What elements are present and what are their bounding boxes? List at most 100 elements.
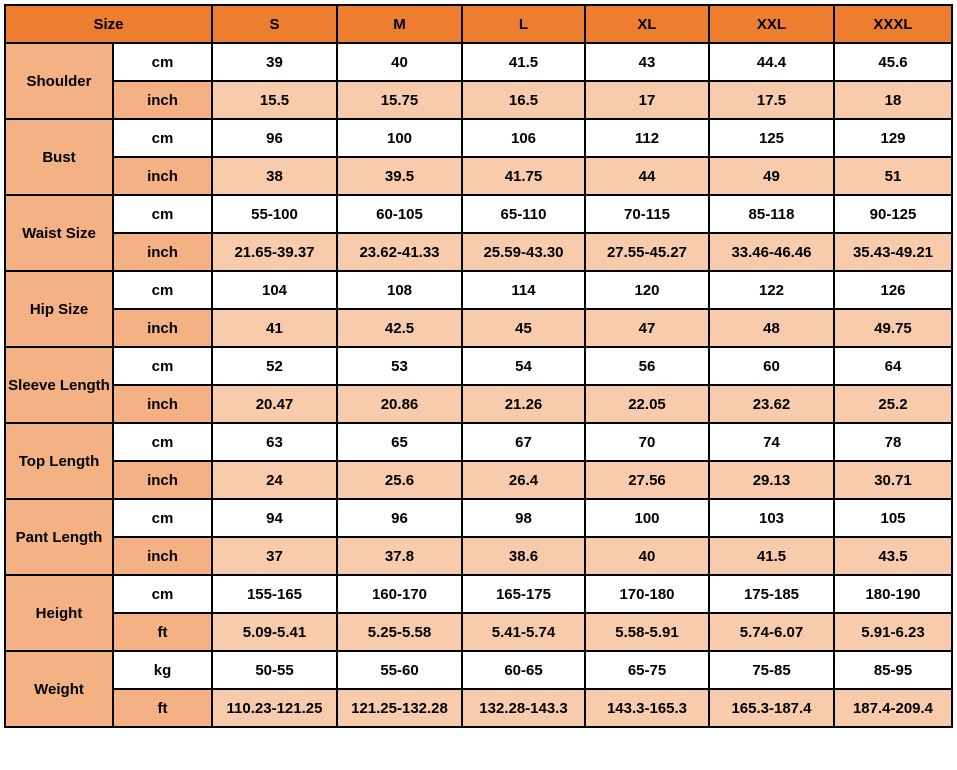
value-cell: 24 [211, 460, 338, 500]
value-cell: 26.4 [461, 460, 586, 500]
value-cell: 23.62 [708, 384, 835, 424]
value-cell: 49 [708, 156, 835, 196]
value-cell: 33.46-46.46 [708, 232, 835, 272]
value-cell: 44.4 [708, 42, 835, 82]
value-cell: 105 [833, 498, 953, 538]
table-row: inch 37 37.8 38.6 40 41.5 43.5 [5, 536, 953, 576]
table-row: Sleeve Length cm 52 53 54 56 60 64 [4, 346, 953, 424]
table-row: Shoulder cm 39 40 41.5 43 44.4 45.6 [4, 42, 953, 120]
unit-label: inch [112, 308, 213, 348]
table-row: inch 20.47 20.86 21.26 22.05 23.62 25.2 [5, 384, 953, 424]
value-cell: 45.6 [833, 42, 953, 82]
value-cell: 5.25-5.58 [336, 612, 463, 652]
value-cell: 35.43-49.21 [833, 232, 953, 272]
value-cell: 121.25-132.28 [336, 688, 463, 728]
value-cell: 41.5 [461, 42, 586, 82]
value-cell: 55-60 [336, 650, 463, 690]
value-cell: 96 [211, 118, 338, 158]
value-cell: 110.23-121.25 [211, 688, 338, 728]
value-cell: 67 [461, 422, 586, 462]
measurement-label: Weight [4, 650, 114, 728]
unit-label: ft [112, 688, 213, 728]
table-row: Waist Size cm 55-100 60-105 65-110 70-115 85-1… [4, 194, 953, 272]
table-row: Pant Length cm 94 96 98 100 103 105 [4, 498, 953, 576]
value-cell: 60-105 [336, 194, 463, 234]
unit-label: cm [112, 574, 213, 614]
value-cell: 18 [833, 80, 953, 120]
measurement-label: Top Length [4, 422, 114, 500]
value-cell: 40 [336, 42, 463, 82]
unit-label: inch [112, 384, 213, 424]
table-row: Top Length cm 63 65 67 70 74 78 [4, 422, 953, 500]
measurement-label: Hip Size [4, 270, 114, 348]
measurement-label: Shoulder [4, 42, 114, 120]
value-cell: 98 [461, 498, 586, 538]
unit-label: inch [112, 232, 213, 272]
table-row: Bust cm 96 100 106 112 125 129 [4, 118, 953, 196]
value-cell: 70 [584, 422, 710, 462]
value-cell: 5.58-5.91 [584, 612, 710, 652]
value-cell: 20.86 [336, 384, 463, 424]
value-cell: 37 [211, 536, 338, 576]
value-cell: 25.6 [336, 460, 463, 500]
value-cell: 51 [833, 156, 953, 196]
value-cell: 63 [211, 422, 338, 462]
value-cell: 27.55-45.27 [584, 232, 710, 272]
value-cell: 126 [833, 270, 953, 310]
size-header: Size [4, 4, 213, 44]
value-cell: 40 [584, 536, 710, 576]
value-cell: 39 [211, 42, 338, 82]
value-cell: 15.5 [211, 80, 338, 120]
value-cell: 25.59-43.30 [461, 232, 586, 272]
table-row: Height cm 155-165 160-170 165-175 170-180 175-… [4, 574, 953, 652]
value-cell: 55-100 [211, 194, 338, 234]
measurement-label: Sleeve Length [4, 346, 114, 424]
value-cell: 16.5 [461, 80, 586, 120]
value-cell: 29.13 [708, 460, 835, 500]
table-row: inch 15.5 15.75 16.5 17 17.5 18 [5, 80, 953, 120]
value-cell: 187.4-209.4 [833, 688, 953, 728]
unit-label: cm [112, 42, 213, 82]
value-cell: 103 [708, 498, 835, 538]
value-cell: 85-95 [833, 650, 953, 690]
measurement-label: Pant Length [4, 498, 114, 576]
value-cell: 30.71 [833, 460, 953, 500]
value-cell: 17.5 [708, 80, 835, 120]
table-row: ft 5.09-5.41 5.25-5.58 5.41-5.74 5.58-5.91 5.… [5, 612, 953, 652]
value-cell: 52 [211, 346, 338, 386]
value-cell: 21.26 [461, 384, 586, 424]
value-cell: 45 [461, 308, 586, 348]
size-chart-table: Size S M L XL XXL XXXL Shoulder cm 39 40 41.… [4, 4, 953, 728]
value-cell: 21.65-39.37 [211, 232, 338, 272]
unit-label: kg [112, 650, 213, 690]
value-cell: 129 [833, 118, 953, 158]
value-cell: 108 [336, 270, 463, 310]
value-cell: 56 [584, 346, 710, 386]
value-cell: 125 [708, 118, 835, 158]
table-row: ft 110.23-121.25 121.25-132.28 132.28-143.3… [5, 688, 953, 728]
value-cell: 114 [461, 270, 586, 310]
value-cell: 44 [584, 156, 710, 196]
value-cell: 96 [336, 498, 463, 538]
size-s-header: S [211, 4, 338, 44]
value-cell: 65 [336, 422, 463, 462]
value-cell: 85-118 [708, 194, 835, 234]
table-row: Weight kg 50-55 55-60 60-65 65-75 75-85 85-95 [4, 650, 953, 728]
value-cell: 20.47 [211, 384, 338, 424]
value-cell: 100 [336, 118, 463, 158]
value-cell: 170-180 [584, 574, 710, 614]
value-cell: 122 [708, 270, 835, 310]
size-xxl-header: XXL [708, 4, 835, 44]
value-cell: 43.5 [833, 536, 953, 576]
unit-label: cm [112, 498, 213, 538]
value-cell: 38.6 [461, 536, 586, 576]
table-row: inch 21.65-39.37 23.62-41.33 25.59-43.30 27.… [5, 232, 953, 272]
header-row: Size S M L XL XXL XXXL [4, 4, 953, 44]
value-cell: 38 [211, 156, 338, 196]
size-m-header: M [336, 4, 463, 44]
value-cell: 22.05 [584, 384, 710, 424]
unit-label: inch [112, 80, 213, 120]
value-cell: 41.5 [708, 536, 835, 576]
unit-label: cm [112, 346, 213, 386]
measurement-label: Height [4, 574, 114, 652]
